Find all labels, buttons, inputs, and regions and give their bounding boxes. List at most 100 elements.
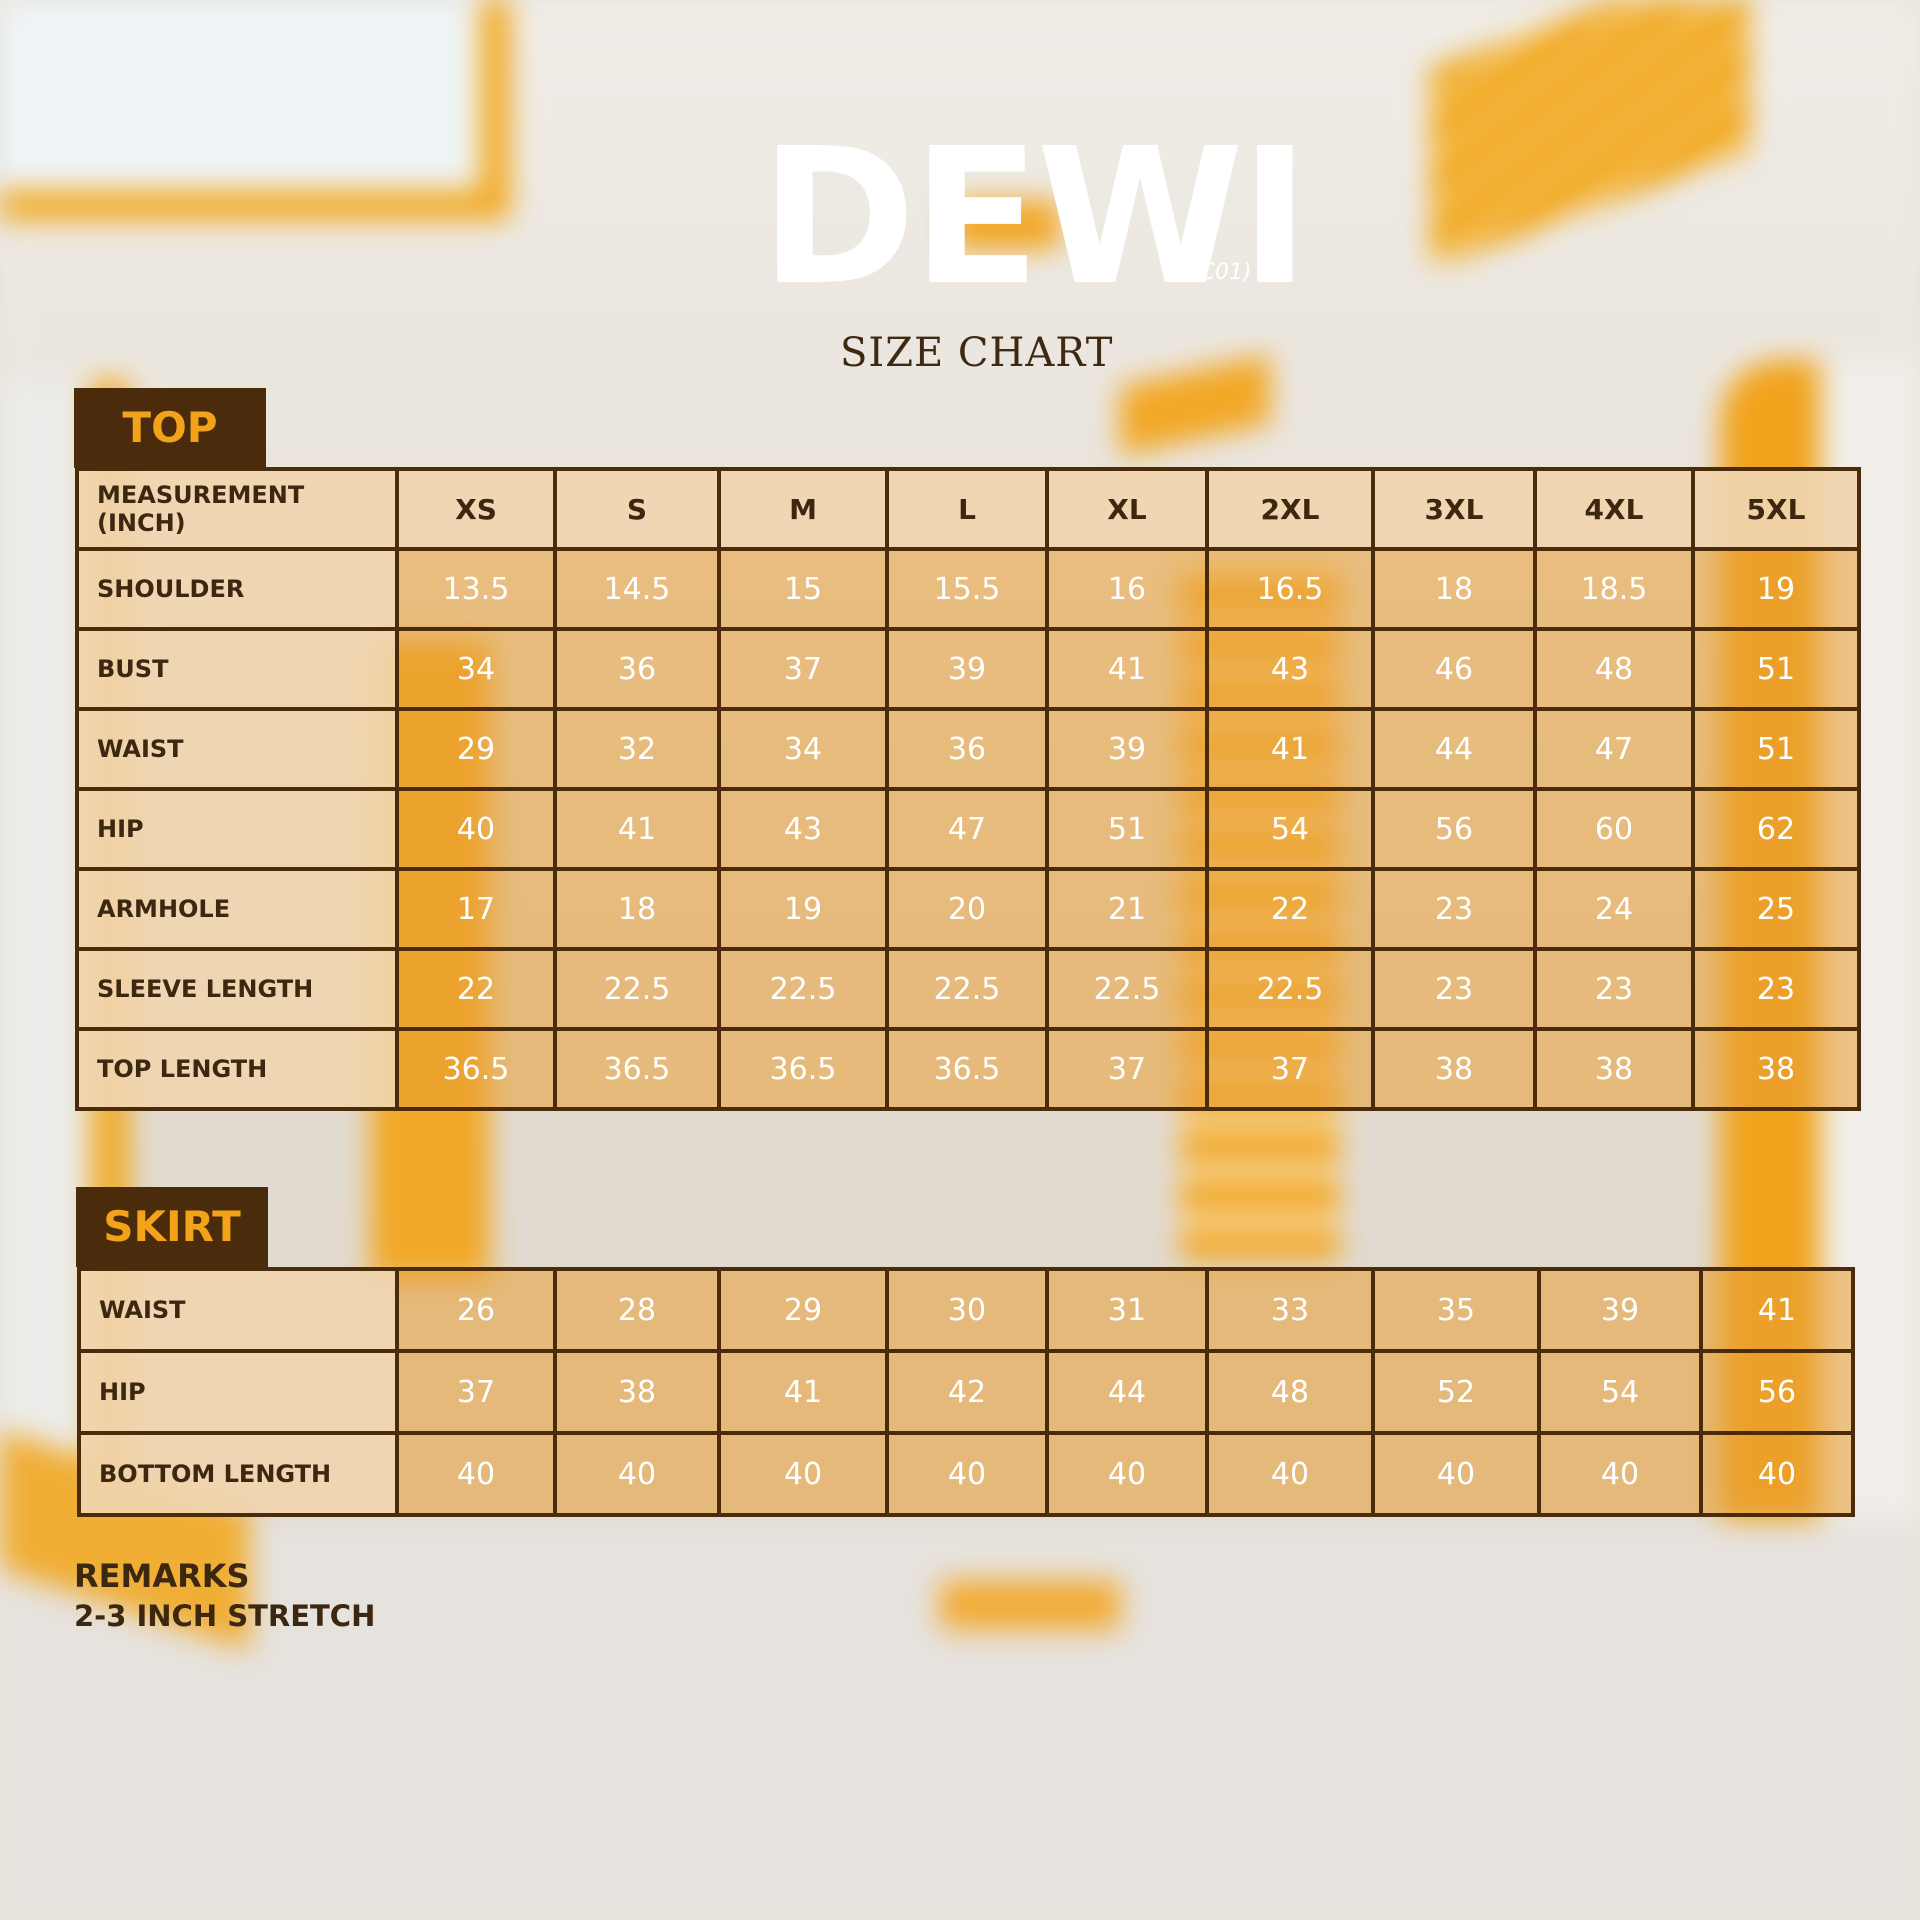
measurement-value: 23 [1691, 947, 1861, 1031]
measurement-value: 18 [553, 867, 721, 951]
size-header: 4XL [1533, 467, 1695, 551]
measurement-value: 40 [717, 1431, 889, 1517]
measurement-value: 24 [1533, 867, 1695, 951]
size-header: 2XL [1205, 467, 1375, 551]
brand-title: DEWI [760, 108, 1310, 327]
measurement-value: 41 [1045, 627, 1209, 711]
table-row: TOP LENGTH 36.5 36.5 36.5 36.5 37 37 38 38 38 [75, 1027, 1861, 1111]
row-label: SLEEVE LENGTH [75, 947, 399, 1031]
measurement-value: 46 [1371, 627, 1537, 711]
table-row: HIP 37 38 41 42 44 48 52 54 56 [77, 1349, 1855, 1435]
measurement-value: 25 [1691, 867, 1861, 951]
measurement-value: 39 [885, 627, 1049, 711]
measurement-value: 43 [717, 787, 889, 871]
row-label: WAIST [75, 707, 399, 791]
measurement-value: 37 [1205, 1027, 1375, 1111]
measurement-value: 39 [1045, 707, 1209, 791]
table-row: BUST 34 36 37 39 41 43 46 48 51 [75, 627, 1861, 711]
measurement-value: 36 [553, 627, 721, 711]
measurement-value: 41 [1699, 1267, 1855, 1353]
measurement-value: 36 [885, 707, 1049, 791]
measurement-value: 20 [885, 867, 1049, 951]
measurement-value: 34 [395, 627, 557, 711]
measurement-value: 51 [1691, 707, 1861, 791]
measurement-value: 26 [395, 1267, 557, 1353]
measurement-value: 41 [717, 1349, 889, 1435]
measurement-value: 38 [1533, 1027, 1695, 1111]
measurement-value: 38 [1371, 1027, 1537, 1111]
measurement-value: 14.5 [553, 547, 721, 631]
measurement-value: 62 [1691, 787, 1861, 871]
section-tag-top: TOP [74, 388, 266, 468]
measurement-value: 16.5 [1205, 547, 1375, 631]
measurement-value: 47 [1533, 707, 1695, 791]
measurement-value: 33 [1205, 1267, 1375, 1353]
table-row: HIP 40 41 43 47 51 54 56 60 62 [75, 787, 1861, 871]
size-header: L [885, 467, 1049, 551]
measurement-value: 22 [395, 947, 557, 1031]
measurement-value: 40 [1537, 1431, 1703, 1517]
table-row: SLEEVE LENGTH 22 22.5 22.5 22.5 22.5 22.5 23 23 2… [75, 947, 1861, 1031]
remarks-title: REMARKS [74, 1557, 250, 1595]
product-code: (AC01) [1176, 260, 1252, 285]
measurement-value: 40 [553, 1431, 721, 1517]
measurement-value: 40 [1205, 1431, 1375, 1517]
table-row: BOTTOM LENGTH 40 40 40 40 40 40 40 40 40 [77, 1431, 1855, 1517]
measurement-value: 39 [1537, 1267, 1703, 1353]
measurement-value: 22.5 [717, 947, 889, 1031]
measurement-value: 13.5 [395, 547, 557, 631]
measurement-value: 40 [885, 1431, 1049, 1517]
row-label: BUST [75, 627, 399, 711]
measurement-value: 15 [717, 547, 889, 631]
measurement-value: 22.5 [885, 947, 1049, 1031]
measurement-value: 37 [1045, 1027, 1209, 1111]
size-header: 5XL [1691, 467, 1861, 551]
measurement-value: 35 [1371, 1267, 1541, 1353]
measurement-value: 19 [1691, 547, 1861, 631]
measurement-value: 22.5 [553, 947, 721, 1031]
table-row: WAIST 29 32 34 36 39 41 44 47 51 [75, 707, 1861, 791]
measurement-value: 22.5 [1045, 947, 1209, 1031]
measurement-value: 37 [717, 627, 889, 711]
measurement-value: 47 [885, 787, 1049, 871]
measurement-value: 30 [885, 1267, 1049, 1353]
measurement-value: 48 [1205, 1349, 1375, 1435]
size-header: M [717, 467, 889, 551]
measurement-value: 38 [553, 1349, 721, 1435]
measurement-value: 36.5 [717, 1027, 889, 1111]
measurement-value: 31 [1045, 1267, 1209, 1353]
row-label: ARMHOLE [75, 867, 399, 951]
table-row: WAIST 26 28 29 30 31 33 35 39 41 [77, 1267, 1855, 1353]
measurement-value: 16 [1045, 547, 1209, 631]
chart-subtitle: SIZE CHART [840, 330, 1114, 376]
measurement-value: 40 [395, 787, 557, 871]
measurement-value: 56 [1371, 787, 1537, 871]
measurement-value: 15.5 [885, 547, 1049, 631]
measurement-value: 23 [1371, 867, 1537, 951]
measurement-value: 18 [1371, 547, 1537, 631]
measurement-value: 60 [1533, 787, 1695, 871]
row-label: BOTTOM LENGTH [77, 1431, 399, 1517]
size-header: 3XL [1371, 467, 1537, 551]
measurement-value: 22.5 [1205, 947, 1375, 1031]
measurement-value: 40 [395, 1431, 557, 1517]
measurement-value: 23 [1533, 947, 1695, 1031]
table-row: SHOULDER 13.5 14.5 15 15.5 16 16.5 18 18.5 19 [75, 547, 1861, 631]
row-label: WAIST [77, 1267, 399, 1353]
measurement-value: 21 [1045, 867, 1209, 951]
measurement-value: 18.5 [1533, 547, 1695, 631]
measurement-value: 52 [1371, 1349, 1541, 1435]
measurement-value: 48 [1533, 627, 1695, 711]
top-size-table: MEASUREMENT (INCH) XS S M L XL 2XL 3XL 4… [75, 467, 1861, 1111]
measurement-value: 23 [1371, 947, 1537, 1031]
measurement-value: 29 [717, 1267, 889, 1353]
row-label: TOP LENGTH [75, 1027, 399, 1111]
measurement-value: 17 [395, 867, 557, 951]
table-row: ARMHOLE 17 18 19 20 21 22 23 24 25 [75, 867, 1861, 951]
measurement-value: 44 [1045, 1349, 1209, 1435]
measurement-value: 28 [553, 1267, 721, 1353]
remarks-block: REMARKS 2-3 INCH STRETCH [74, 1556, 375, 1636]
measurement-value: 56 [1699, 1349, 1855, 1435]
measurement-value: 32 [553, 707, 721, 791]
remarks-text: 2-3 INCH STRETCH [74, 1599, 376, 1633]
